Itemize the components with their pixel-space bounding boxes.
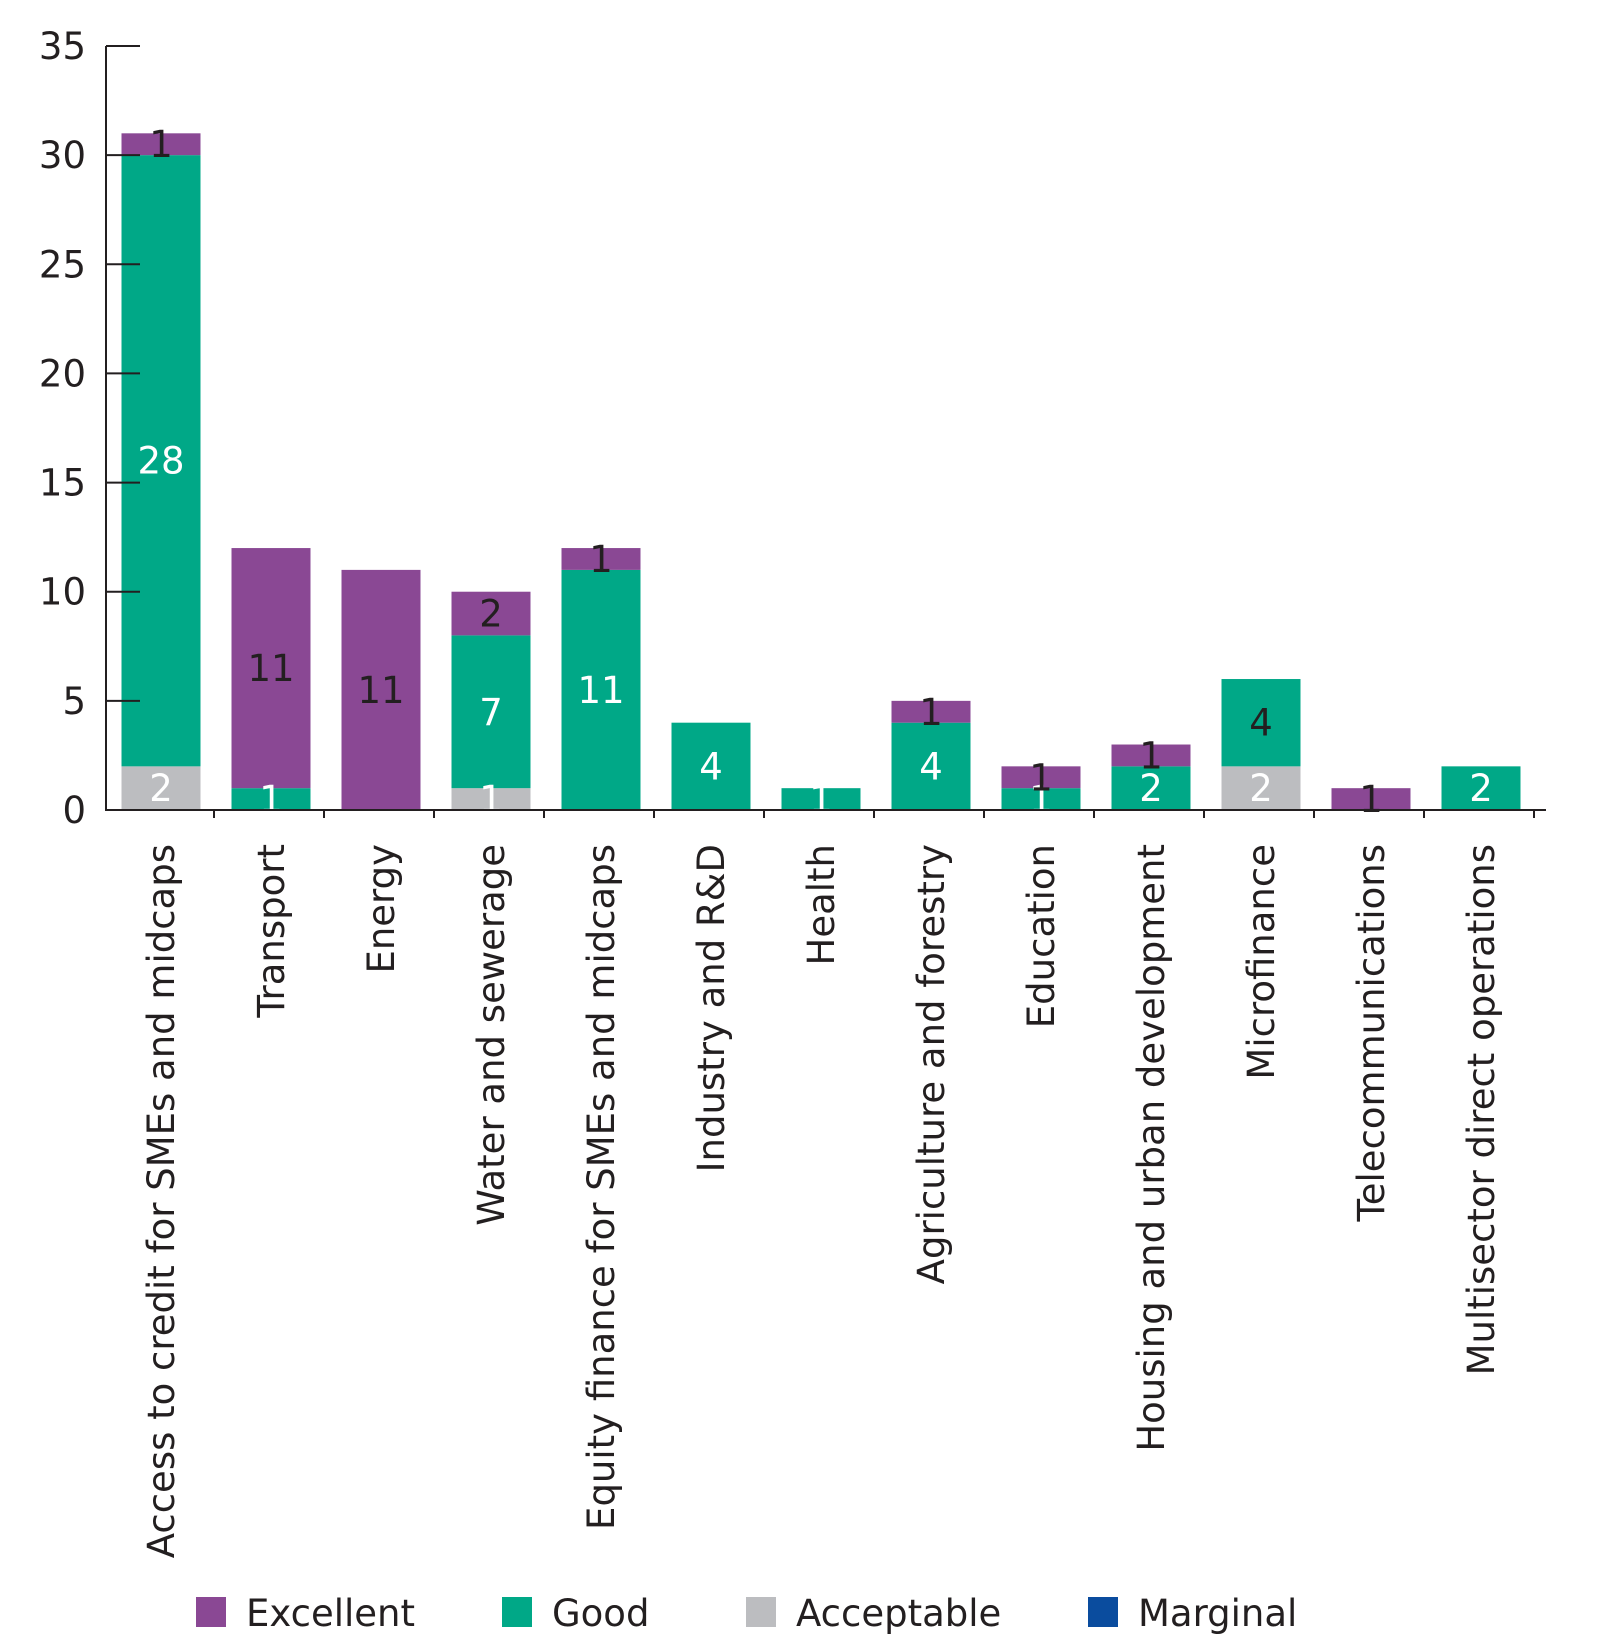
y-tick-label-30: 30 xyxy=(39,134,86,177)
data-label-good-housing-and-urban-development: 2 xyxy=(1139,767,1163,810)
data-label-excellent-education: 1 xyxy=(1029,756,1053,799)
data-label-excellent-transport: 11 xyxy=(247,647,294,690)
y-tick-label-25: 25 xyxy=(39,243,86,286)
data-label-good-water-and-sewerage: 7 xyxy=(479,691,503,734)
x-axis-category-labels: Access to credit for SMEs and midcaps Tra… xyxy=(140,844,1503,1558)
data-label-excellent-agriculture-and-forestry: 1 xyxy=(919,691,943,734)
bar-segment-good-housing-and-urban-development xyxy=(1111,766,1191,810)
bar-segment-acceptable-microfinance xyxy=(1221,766,1301,810)
x-tick-label-industry-and-randd: Industry and R&D xyxy=(690,844,733,1172)
data-label-excellent-energy: 11 xyxy=(357,669,404,712)
y-axis-ticks: 0 5 10 15 20 25 30 35 xyxy=(39,25,140,832)
legend-label-good: Good xyxy=(552,1592,649,1635)
legend-swatch-good xyxy=(502,1597,532,1627)
y-tick-label-5: 5 xyxy=(62,680,86,723)
y-tick-label-20: 20 xyxy=(39,352,86,395)
data-label-good-health: 1 xyxy=(809,778,833,821)
x-tick-label-transport: Transport xyxy=(250,844,293,1019)
data-label-good-microfinance: 4 xyxy=(1249,702,1273,745)
data-label-acceptable-access-to-credit-for-smes-and-midcaps: 2 xyxy=(149,767,173,810)
bar-segment-good-agriculture-and-forestry xyxy=(891,722,971,810)
data-label-good-access-to-credit-for-smes-and-midcaps: 28 xyxy=(137,440,184,483)
bar-segment-excellent-telecommunications xyxy=(1331,788,1411,810)
data-label-excellent-equity-finance-for-smes-and-midcaps: 1 xyxy=(589,538,613,581)
x-tick-label-energy: Energy xyxy=(360,844,403,974)
legend-label-marginal: Marginal xyxy=(1138,1592,1297,1635)
data-label-good-equity-finance-for-smes-and-midcaps: 11 xyxy=(577,669,624,712)
y-tick-label-15: 15 xyxy=(39,462,86,505)
legend: Excellent Good Acceptable Marginal xyxy=(196,1592,1297,1635)
x-tick-label-housing-and-urban-development: Housing and urban development xyxy=(1130,844,1173,1452)
x-tick-label-microfinance: Microfinance xyxy=(1240,844,1283,1080)
x-tick-label-multisector-direct-operations: Multisector direct operations xyxy=(1460,844,1503,1375)
x-tick-label-access-to-credit-for-smes-and-midcaps: Access to credit for SMEs and midcaps xyxy=(140,844,183,1558)
x-tick-label-education: Education xyxy=(1020,844,1063,1028)
bar-segment-good-microfinance xyxy=(1221,679,1301,767)
bar-segment-excellent-equity-finance-for-smes-and-midcaps xyxy=(561,548,641,570)
x-tick-label-equity-finance-for-smes-and-midcaps: Equity finance for SMEs and midcaps xyxy=(580,844,623,1530)
bar-segment-good-health xyxy=(781,788,861,810)
data-label-good-transport: 1 xyxy=(259,778,283,821)
bar-segment-excellent-access-to-credit-for-smes-and-midcaps xyxy=(121,133,201,156)
bars-layer xyxy=(121,133,1521,810)
bar-segment-good-multisector-direct-operations xyxy=(1441,766,1521,810)
x-tick-label-agriculture-and-forestry: Agriculture and forestry xyxy=(910,844,953,1284)
x-tick-label-telecommunications: Telecommunications xyxy=(1350,844,1393,1223)
bar-segment-good-access-to-credit-for-smes-and-midcaps xyxy=(121,155,201,767)
data-label-excellent-telecommunications: 1 xyxy=(1359,778,1383,821)
data-label-excellent-water-and-sewerage: 2 xyxy=(479,593,503,636)
bar-segment-excellent-energy xyxy=(341,569,421,810)
x-tick-label-water-and-sewerage: Water and sewerage xyxy=(470,844,513,1226)
bar-segment-good-transport xyxy=(231,788,311,810)
data-label-acceptable-microfinance: 2 xyxy=(1249,767,1273,810)
legend-swatch-acceptable xyxy=(746,1597,776,1627)
bar-segment-excellent-education xyxy=(1001,766,1081,789)
bar-segment-acceptable-water-and-sewerage xyxy=(451,788,531,810)
bar-segment-good-education xyxy=(1001,788,1081,810)
bar-segment-acceptable-access-to-credit-for-smes-and-midcaps xyxy=(121,766,201,810)
axes-layer xyxy=(105,46,1546,818)
y-tick-label-35: 35 xyxy=(39,25,86,68)
data-label-good-multisector-direct-operations: 2 xyxy=(1469,767,1493,810)
data-label-acceptable-water-and-sewerage: 1 xyxy=(479,778,503,821)
bar-segment-excellent-agriculture-and-forestry xyxy=(891,700,971,723)
legend-label-excellent: Excellent xyxy=(246,1592,415,1635)
legend-swatch-excellent xyxy=(196,1597,226,1627)
bar-segment-excellent-housing-and-urban-development xyxy=(1111,744,1191,767)
y-tick-label-0: 0 xyxy=(62,789,86,832)
x-tick-label-health: Health xyxy=(800,844,843,966)
bar-segment-good-equity-finance-for-smes-and-midcaps xyxy=(561,569,641,810)
bar-segment-good-water-and-sewerage xyxy=(451,635,531,789)
bar-segment-excellent-water-and-sewerage xyxy=(451,591,531,636)
data-label-good-agriculture-and-forestry: 4 xyxy=(919,745,943,788)
data-label-good-industry-and-randd: 4 xyxy=(699,745,723,788)
y-tick-label-10: 10 xyxy=(39,571,86,614)
bar-segment-excellent-transport xyxy=(231,548,311,789)
legend-swatch-marginal xyxy=(1088,1597,1118,1627)
data-label-excellent-access-to-credit-for-smes-and-midcaps: 1 xyxy=(149,123,173,166)
legend-label-acceptable: Acceptable xyxy=(796,1592,1001,1635)
data-label-excellent-housing-and-urban-development: 1 xyxy=(1139,734,1163,777)
bar-segment-good-industry-and-randd xyxy=(671,722,751,810)
